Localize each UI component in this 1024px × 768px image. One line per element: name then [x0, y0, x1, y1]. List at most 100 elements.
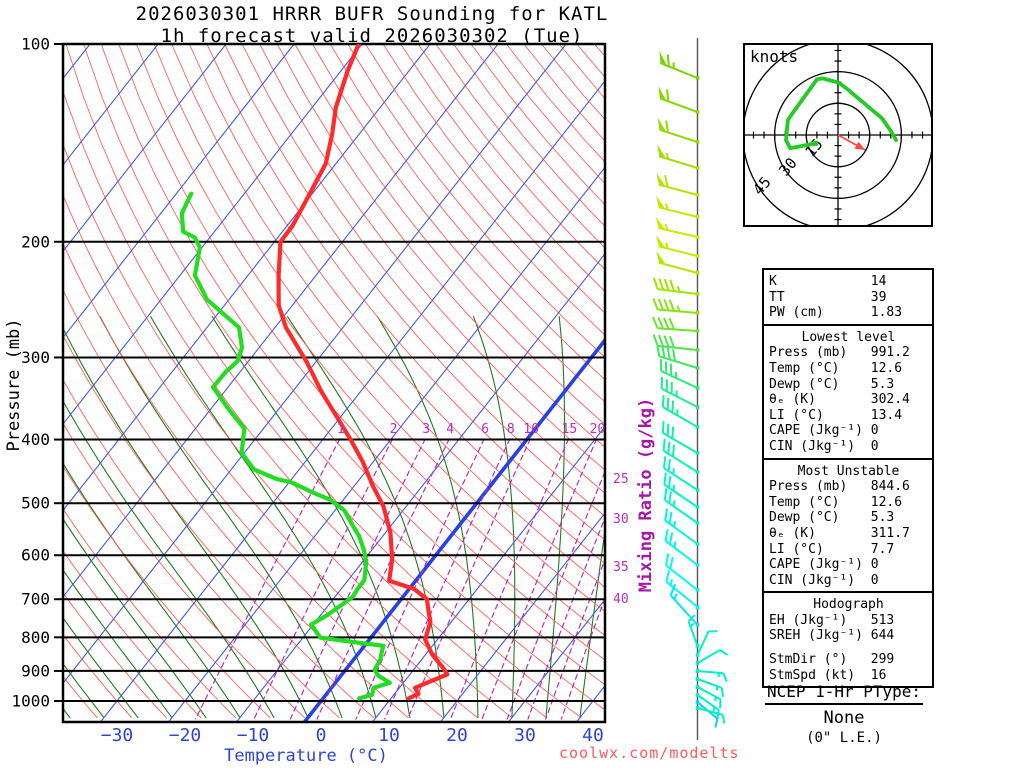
stats-section-header: Lowest level	[801, 329, 896, 345]
wind-barb	[657, 117, 700, 144]
wind-barb	[662, 438, 700, 474]
stat-row: TT 39	[769, 289, 887, 305]
mixing-ratio-value-label: 35	[613, 560, 629, 575]
stat-row: Dewp (°C) 5.3	[769, 376, 895, 392]
wind-barb	[652, 277, 700, 296]
stat-row: Press (mb) 844.6	[769, 479, 910, 495]
pressure-tick-label: 900	[21, 661, 50, 680]
stat-row: θₑ (K) 302.4	[769, 392, 910, 408]
stat-row: SREH (Jkg⁻¹) 644	[769, 628, 895, 644]
mixing-ratio-value-label: 8	[507, 422, 515, 437]
mixing-ratio-value-label: 15	[562, 422, 578, 437]
pressure-tick-label: 700	[21, 590, 50, 609]
hodograph-ring-label: 15	[801, 135, 826, 160]
wind-barb	[663, 488, 700, 525]
temperature-tick-label: −10	[237, 725, 270, 746]
mixing-ratio-value-label: 4	[446, 422, 454, 437]
wind-barb-column	[652, 38, 729, 740]
stat-row: LI (°C) 7.7	[769, 541, 895, 557]
wind-barb	[652, 316, 700, 333]
wind-barb	[695, 700, 719, 728]
mixing-ratio-value-label: 2	[390, 422, 398, 437]
stat-row: CAPE (Jkg⁻¹) 0	[769, 423, 879, 439]
wind-barb	[661, 394, 700, 429]
mixing-ratio-value-label: 20	[590, 422, 606, 437]
temperature-tick-label: 10	[378, 725, 400, 746]
stats-section: K 14 TT 39 PW (cm) 1.83	[764, 270, 932, 324]
stats-section: Hodograph EH (Jkg⁻¹) 513 SREH (Jkg⁻¹) 644 S…	[764, 591, 932, 686]
pressure-tick-label: 600	[21, 546, 50, 565]
pressure-tick-label: 1000	[11, 692, 50, 711]
mixing-ratio-axis-label: Mixing Ratio (g/kg)	[636, 397, 656, 593]
wind-barb	[655, 216, 700, 239]
wind-barb	[695, 630, 718, 657]
stat-row: CIN (Jkg⁻¹) 0	[769, 572, 879, 588]
stat-row: Press (mb) 991.2	[769, 345, 910, 361]
stat-row: EH (Jkg⁻¹) 513	[769, 612, 895, 628]
wind-barb	[664, 528, 700, 567]
wind-barb	[656, 195, 700, 219]
temperature-tick-label: 20	[446, 725, 468, 746]
wind-barb	[656, 250, 700, 275]
wind-barb	[663, 472, 700, 509]
pressure-axis-label: Pressure (mb)	[4, 318, 24, 452]
pressure-tick-label: 200	[21, 232, 50, 251]
wind-barb	[695, 649, 729, 665]
mixing-ratio-value-label: 6	[481, 422, 489, 437]
ptype-sub: (0" L.E.)	[806, 730, 882, 746]
stat-row: Dewp (°C) 5.3	[769, 510, 895, 526]
mixing-ratio-labels: 1 2 3 4 6 8 10 15 20 25 30 35 40	[337, 422, 629, 607]
mixing-ratio-value-label: 40	[613, 592, 629, 607]
mixing-ratio-value-label: 1	[337, 422, 345, 437]
stat-row: StmSpd (kt) 16	[769, 667, 887, 683]
stat-row: K 14	[769, 274, 887, 289]
wind-barb	[664, 553, 700, 592]
stats-section-header: Most Unstable	[797, 463, 900, 479]
wind-barb	[695, 677, 724, 697]
temperature-tick-label: −20	[169, 725, 202, 746]
wind-barb	[652, 334, 700, 352]
wind-barb	[659, 51, 700, 80]
stat-row: StmDir (°) 299	[769, 652, 895, 668]
wind-barb	[656, 344, 700, 370]
wind-barb	[664, 508, 700, 546]
stat-row: Temp (°C) 12.6	[769, 494, 903, 510]
mixing-ratio-value-label: 30	[613, 512, 629, 527]
mixing-ratio-value-label: 3	[422, 422, 430, 437]
wind-barb	[656, 172, 700, 197]
stats-section-header: Hodograph	[813, 597, 884, 613]
mixing-ratio-value-label: 25	[613, 472, 629, 487]
wind-barb	[687, 614, 700, 648]
wind-barb	[656, 234, 700, 258]
wind-barb	[660, 376, 700, 409]
mixing-ratio-value-label: 10	[523, 422, 539, 437]
ptype-title: NCEP 1-Hr PType:	[764, 682, 924, 705]
wind-barb	[695, 669, 728, 683]
wind-barb	[662, 456, 700, 492]
pressure-grid-frame	[54, 42, 607, 724]
ptype-value: None	[823, 708, 865, 728]
pressure-tick-label: 100	[21, 35, 50, 54]
temperature-tick-label: −30	[101, 725, 134, 746]
wind-barb	[695, 685, 722, 709]
wind-barb	[657, 144, 700, 170]
temperature-tick-label: 40	[582, 725, 604, 746]
wind-barb	[665, 569, 700, 609]
hodograph-units-label: knots	[750, 47, 799, 66]
ptype-block: NCEP 1-Hr PType: None (0" L.E.)	[748, 682, 940, 746]
stat-row: CAPE (Jkg⁻¹) 0	[769, 557, 879, 573]
wind-barb	[661, 420, 700, 455]
pressure-tick-label: 500	[21, 494, 50, 513]
page-title: 2026030301 HRRR BUFR Sounding for KATL	[135, 3, 609, 25]
pressure-tick-label: 800	[21, 628, 50, 647]
stat-row: Temp (°C) 12.6	[769, 360, 903, 376]
stats-section: Lowest level Press (mb) 991.2 Temp (°C) 12…	[764, 323, 932, 458]
temperature-tick-label: 30	[514, 725, 536, 746]
hodograph-frame	[743, 43, 933, 227]
pressure-tick-label: 400	[21, 430, 50, 449]
stat-row: CIN (Jkg⁻¹) 0	[769, 438, 879, 454]
